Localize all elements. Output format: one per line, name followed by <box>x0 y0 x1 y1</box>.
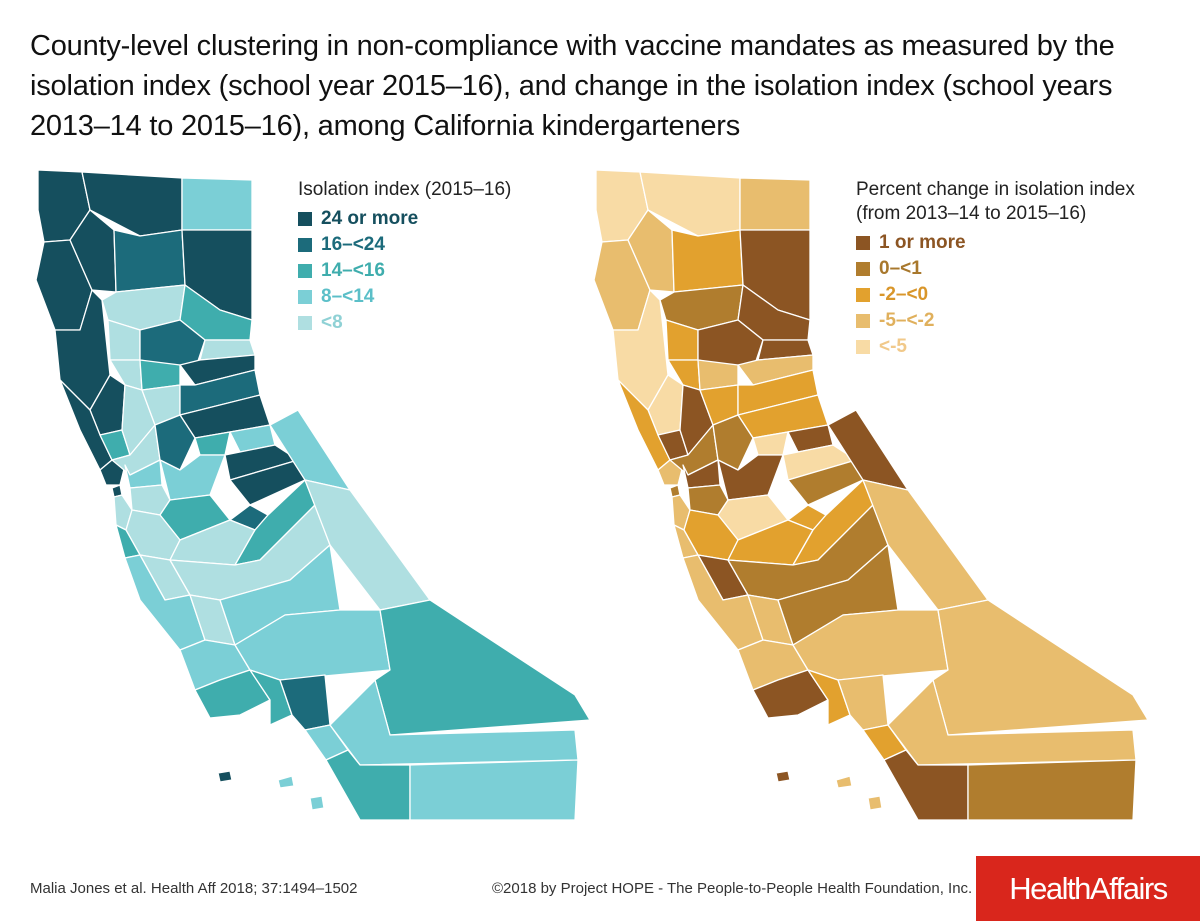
copyright: ©2018 by Project HOPE - The People-to-Pe… <box>492 880 973 897</box>
legend-swatch <box>856 340 870 354</box>
change-legend-item: -2–<0 <box>856 282 1135 308</box>
county-sacramento <box>154 414 196 471</box>
county-calaveras <box>224 444 299 481</box>
county-butte <box>139 319 206 371</box>
legend-label: 8–<14 <box>321 286 375 307</box>
county-channel-island-1 <box>277 775 295 789</box>
county-placer <box>737 369 819 416</box>
legend-label: 0–<1 <box>879 258 922 279</box>
legend-label: -2–<0 <box>879 284 929 305</box>
legend-swatch <box>298 316 312 330</box>
change-legend-item: -5–<-2 <box>856 308 1135 334</box>
county-los-angeles <box>837 674 889 731</box>
county-contra-costa <box>682 459 721 489</box>
isolation-legend-item: 24 or more <box>298 206 511 232</box>
county-contra-costa <box>124 459 163 489</box>
county-imperial <box>967 759 1137 821</box>
county-los-angeles <box>279 674 331 731</box>
map-title: County-level clustering in non-complianc… <box>30 30 1115 142</box>
county-calaveras <box>782 444 857 481</box>
county-channel-island-2 <box>867 795 883 811</box>
health-affairs-logo: HealthAffairs <box>976 856 1200 921</box>
change-legend-item: <-5 <box>856 334 1135 360</box>
county-channel-island-1 <box>835 775 853 789</box>
county-san-bernardino <box>374 599 590 736</box>
county-nevada <box>179 354 256 386</box>
legend-label: -5–<-2 <box>879 310 935 331</box>
legend-swatch <box>298 264 312 278</box>
county-channel-island-3 <box>775 770 791 783</box>
legend-swatch <box>856 262 870 276</box>
change-legend: Percent change in isolation index (from … <box>856 178 1135 360</box>
county-imperial <box>409 759 579 821</box>
legend-label: 16–<24 <box>321 234 385 255</box>
legend-swatch <box>298 290 312 304</box>
legend-label: <8 <box>321 312 343 333</box>
county-butte <box>697 319 764 371</box>
legend-swatch <box>298 212 312 226</box>
county-channel-island-3 <box>217 770 233 783</box>
percent-change-map <box>593 170 1148 821</box>
county-san-bernardino <box>932 599 1148 736</box>
legend-swatch <box>856 314 870 328</box>
change-legend-title: Percent change in isolation index (from … <box>856 179 1135 224</box>
county-shasta <box>113 229 186 293</box>
isolation-legend-title: Isolation index (2015–16) <box>298 179 512 200</box>
county-modoc <box>181 177 253 231</box>
legend-label: <-5 <box>879 336 907 357</box>
county-placer <box>179 369 261 416</box>
legend-label: 24 or more <box>321 208 419 229</box>
county-shasta <box>671 229 744 293</box>
isolation-index-map <box>35 170 590 821</box>
citation: Malia Jones et al. Health Aff 2018; 37:1… <box>30 880 358 897</box>
county-ventura <box>807 669 851 726</box>
legend-swatch <box>298 238 312 252</box>
change-legend-item: 1 or more <box>856 230 1135 256</box>
isolation-legend: Isolation index (2015–16) 24 or more 16–… <box>298 178 511 336</box>
change-legend-item: 0–<1 <box>856 256 1135 282</box>
isolation-legend-item: <8 <box>298 310 511 336</box>
county-nevada <box>737 354 814 386</box>
legend-label: 14–<16 <box>321 260 385 281</box>
county-sacramento <box>712 414 754 471</box>
county-modoc <box>739 177 811 231</box>
county-ventura <box>249 669 293 726</box>
legend-label: 1 or more <box>879 232 966 253</box>
county-channel-island-2 <box>309 795 325 811</box>
legend-swatch <box>856 288 870 302</box>
isolation-legend-item: 14–<16 <box>298 258 511 284</box>
legend-swatch <box>856 236 870 250</box>
isolation-legend-item: 8–<14 <box>298 284 511 310</box>
isolation-legend-item: 16–<24 <box>298 232 511 258</box>
